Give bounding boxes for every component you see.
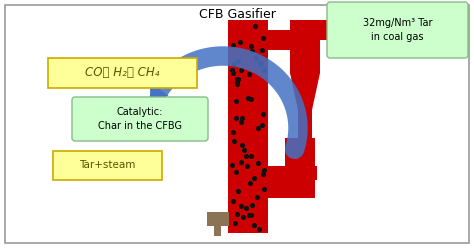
Point bbox=[247, 44, 255, 48]
Point bbox=[234, 77, 242, 81]
Polygon shape bbox=[149, 83, 168, 104]
Point bbox=[258, 48, 266, 52]
Text: 32mg/Nm³ Tar
in coal gas: 32mg/Nm³ Tar in coal gas bbox=[363, 18, 432, 42]
FancyBboxPatch shape bbox=[53, 151, 162, 180]
Point bbox=[229, 199, 237, 203]
FancyBboxPatch shape bbox=[48, 58, 197, 88]
Point bbox=[245, 96, 252, 100]
Point bbox=[231, 221, 239, 225]
Bar bbox=[285, 138, 315, 166]
Point bbox=[240, 148, 247, 152]
Point bbox=[254, 195, 261, 199]
Point bbox=[258, 61, 265, 65]
Point bbox=[259, 112, 267, 116]
Point bbox=[228, 68, 236, 72]
Point bbox=[235, 59, 242, 63]
Bar bbox=[298, 110, 312, 138]
Point bbox=[237, 159, 245, 163]
Point bbox=[233, 116, 240, 120]
Point bbox=[230, 140, 238, 144]
Point bbox=[256, 62, 264, 66]
Point bbox=[260, 168, 268, 172]
Point bbox=[246, 181, 254, 185]
Point bbox=[251, 24, 259, 28]
Point bbox=[229, 130, 237, 134]
Text: Tar+steam: Tar+steam bbox=[79, 160, 136, 171]
Point bbox=[238, 143, 246, 147]
Bar bbox=[320, 20, 335, 40]
Point bbox=[237, 120, 245, 124]
Point bbox=[237, 204, 245, 208]
Point bbox=[240, 215, 247, 219]
Point bbox=[248, 203, 255, 207]
Bar bbox=[268, 166, 317, 180]
Point bbox=[228, 163, 236, 167]
Polygon shape bbox=[268, 166, 285, 176]
Point bbox=[236, 40, 244, 44]
Text: CFB Gasifier: CFB Gasifier bbox=[199, 8, 275, 21]
Point bbox=[260, 172, 267, 176]
Point bbox=[247, 97, 255, 101]
Point bbox=[258, 123, 266, 127]
Point bbox=[255, 227, 263, 231]
Point bbox=[255, 126, 262, 130]
Bar bbox=[290, 20, 320, 73]
Point bbox=[254, 161, 262, 165]
Point bbox=[229, 43, 237, 47]
Point bbox=[242, 154, 249, 158]
Point bbox=[244, 96, 252, 100]
Point bbox=[245, 213, 253, 217]
Point bbox=[250, 223, 258, 227]
Bar bbox=[207, 212, 229, 226]
Point bbox=[234, 189, 241, 193]
Point bbox=[248, 49, 255, 53]
Point bbox=[242, 206, 250, 210]
Point bbox=[230, 62, 238, 66]
Point bbox=[233, 77, 241, 81]
Bar bbox=[215, 226, 221, 236]
Bar bbox=[301, 166, 315, 198]
Point bbox=[229, 70, 237, 74]
FancyBboxPatch shape bbox=[327, 2, 468, 58]
Point bbox=[233, 82, 241, 86]
FancyBboxPatch shape bbox=[72, 97, 208, 141]
Point bbox=[260, 187, 268, 191]
Point bbox=[247, 154, 255, 158]
Point bbox=[252, 57, 260, 61]
Bar bbox=[268, 30, 298, 50]
Polygon shape bbox=[268, 178, 315, 198]
Text: Catalytic:
Char in the CFBG: Catalytic: Char in the CFBG bbox=[98, 107, 182, 131]
Point bbox=[232, 99, 239, 103]
Point bbox=[233, 80, 241, 84]
Bar bbox=[228, 20, 268, 233]
Polygon shape bbox=[290, 73, 320, 110]
Text: CO、 H₂、 CH₄: CO、 H₂、 CH₄ bbox=[85, 66, 160, 80]
Point bbox=[260, 68, 268, 72]
Point bbox=[259, 35, 267, 39]
Point bbox=[245, 72, 253, 76]
Point bbox=[238, 116, 246, 120]
Point bbox=[250, 176, 257, 180]
Point bbox=[243, 164, 250, 168]
Point bbox=[233, 170, 240, 174]
Point bbox=[247, 213, 255, 217]
Point bbox=[234, 212, 241, 216]
Point bbox=[237, 68, 245, 72]
